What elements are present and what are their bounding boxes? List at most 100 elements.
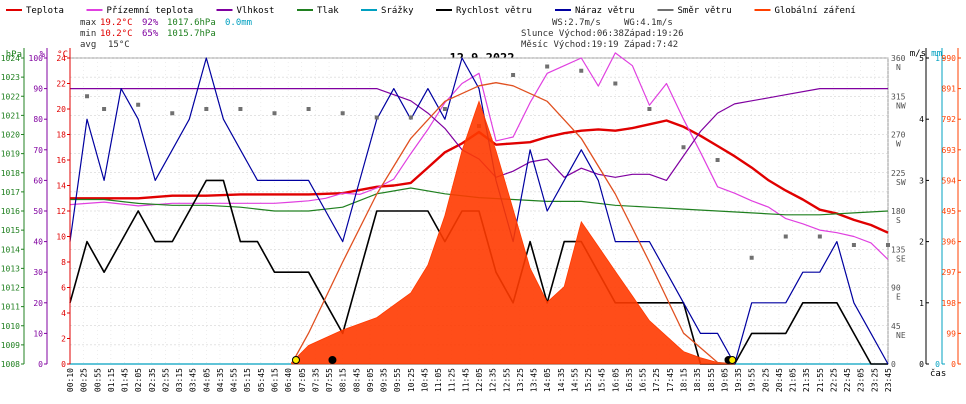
axis-direction-deg-2: 90 — [891, 284, 901, 293]
series-2 — [70, 88, 888, 181]
x-tick-9: 03:45 — [189, 368, 198, 392]
axis-direction-deg-3: 135 — [891, 245, 906, 254]
x-tick-49: 19:35 — [734, 368, 743, 392]
x-tick-51: 20:25 — [761, 368, 770, 392]
axis-hpa: 1008 1009 1010 1011 1012 1013 1014 1015 1016 1017… — [1, 48, 25, 369]
axis-radiation-tick-9: 891 — [942, 85, 957, 94]
x-tick-35: 14:05 — [543, 368, 552, 392]
max-press: 1017.6hPa — [167, 18, 216, 28]
x-tick-19: 07:55 — [325, 368, 334, 392]
x-tick-34: 13:45 — [530, 368, 539, 392]
axis-speed-tick-4: 4 — [919, 115, 924, 124]
min-label: min — [80, 29, 96, 39]
dir-point-14 — [545, 64, 550, 69]
legend-label-3: Tlak — [317, 6, 339, 16]
x-tick-31: 12:35 — [489, 368, 498, 392]
axis-percent-tick-6: 60 — [33, 176, 43, 185]
axis-direction-card-8: N — [896, 63, 901, 72]
axis-percent-tick-2: 20 — [33, 299, 43, 308]
axis-hpa-tick-12: 1020 — [1, 131, 20, 140]
x-tick-2: 00:55 — [93, 368, 102, 392]
axis-celsius-label: °C — [57, 50, 68, 60]
legend-label-6: Náraz větru — [575, 6, 635, 16]
dir-point-17 — [647, 107, 652, 111]
x-tick-6: 02:35 — [148, 368, 157, 392]
axis-direction-card-4: S — [896, 216, 901, 225]
axis-percent-tick-8: 80 — [33, 115, 43, 124]
sun-moon-marker-3 — [728, 356, 737, 364]
axis-hpa-tick-0: 1008 — [1, 360, 20, 369]
axis-hpa-label: hPa — [6, 50, 22, 60]
dir-point-22 — [817, 234, 822, 239]
axis-hpa-tick-3: 1011 — [1, 303, 20, 312]
axis-radiation-tick-0: 0 — [951, 360, 956, 369]
max-label: max — [80, 18, 97, 28]
x-tick-58: 23:05 — [857, 368, 866, 392]
dir-point-13 — [511, 73, 516, 77]
dir-point-16 — [613, 81, 618, 86]
axis-hpa-tick-13: 1021 — [1, 111, 20, 120]
axis-direction-deg-1: 45 — [891, 322, 901, 331]
axis-direction-card-5: SW — [896, 178, 906, 187]
dir-point-11 — [442, 107, 447, 111]
axis-percent-tick-9: 90 — [33, 85, 43, 94]
axis-radiation-tick-1: 99 — [946, 329, 956, 338]
x-tick-40: 16:05 — [611, 368, 620, 392]
axis-radiation-tick-6: 594 — [942, 176, 957, 185]
axis-celsius-tick-0: 0 — [61, 360, 66, 369]
axis-direction-deg-8: 360 — [891, 54, 906, 63]
dir-point-24 — [886, 243, 890, 247]
x-tick-30: 12:05 — [475, 368, 484, 392]
axis-direction-deg-4: 180 — [891, 207, 906, 216]
sun-rise: Slunce Východ:06:38 — [521, 29, 624, 39]
x-tick-24: 09:55 — [393, 368, 402, 392]
x-tick-52: 20:45 — [775, 368, 784, 392]
x-tick-7: 02:55 — [161, 368, 170, 392]
axis-hpa-tick-9: 1017 — [1, 188, 20, 197]
axis-direction-card-7: NW — [896, 101, 906, 110]
x-tick-11: 04:35 — [216, 368, 225, 392]
axis-hpa-tick-4: 1012 — [1, 284, 20, 293]
x-tick-53: 21:05 — [789, 368, 798, 392]
axis-celsius-tick-7: 14 — [56, 182, 66, 191]
sun-set: Západ:19:26 — [624, 29, 684, 39]
max-temp: 19.2°C — [100, 18, 133, 28]
x-tick-56: 22:25 — [829, 368, 838, 392]
axis-speed: 0 1 2 3 4 5m/s — [910, 48, 929, 369]
dir-point-10 — [408, 115, 413, 120]
legend-label-7: Směr větru — [678, 6, 732, 16]
x-tick-28: 11:25 — [448, 368, 457, 392]
x-tick-44: 17:45 — [666, 368, 675, 392]
axis-rain-tick-0: 0 — [935, 360, 940, 369]
dir-point-2 — [136, 102, 141, 107]
dir-point-3 — [170, 111, 175, 116]
x-tick-22: 09:05 — [366, 368, 375, 392]
axis-rain-label: mm — [931, 49, 942, 59]
info-panel: WS:2.7m/s WG:4.1m/s Slunce Východ:06:38 … — [521, 18, 684, 50]
axis-rain: 0 1mm — [931, 48, 945, 369]
axis-hpa-tick-6: 1014 — [1, 245, 20, 254]
x-tick-23: 09:35 — [380, 368, 389, 392]
axis-percent-tick-1: 10 — [33, 329, 43, 338]
max-rain: 0.0mm — [225, 18, 252, 28]
axis-celsius-tick-2: 4 — [61, 309, 66, 318]
axis-direction-deg-0: 0 — [891, 360, 896, 369]
dir-point-4 — [204, 107, 209, 111]
sun-moon-marker-1 — [328, 356, 337, 364]
x-tick-46: 18:35 — [693, 368, 702, 392]
x-tick-43: 17:25 — [652, 368, 661, 392]
sun-moon-marker-0 — [291, 356, 300, 364]
axis-hpa-tick-8: 1016 — [1, 207, 20, 216]
wind-speed-avg: WS:2.7m/s — [552, 18, 601, 28]
dir-point-23 — [851, 243, 856, 247]
axis-celsius-tick-5: 10 — [56, 233, 66, 242]
x-tick-27: 11:05 — [434, 368, 443, 392]
legend-label-1: Přízemní teplota — [107, 6, 194, 16]
axis-celsius-tick-10: 20 — [56, 105, 66, 114]
x-tick-10: 04:05 — [202, 368, 211, 392]
min-temp: 10.2°C — [100, 29, 133, 39]
